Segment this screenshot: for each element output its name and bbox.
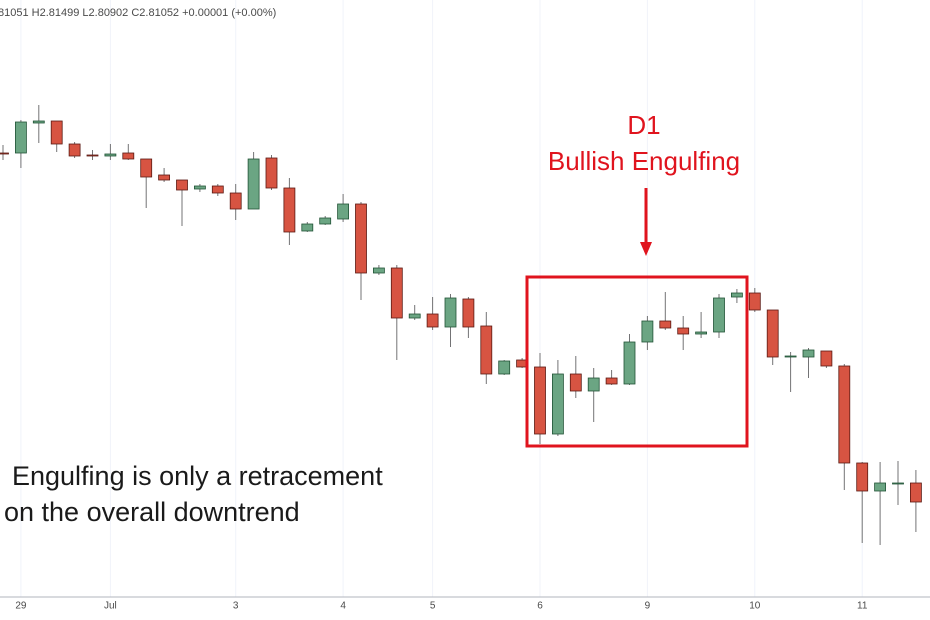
candle-body bbox=[695, 331, 707, 335]
candle-body bbox=[784, 355, 797, 358]
x-tick-label: 9 bbox=[645, 601, 651, 612]
note-line: Engulfing is only a retracement bbox=[12, 461, 383, 491]
candle-body bbox=[355, 203, 367, 274]
candle-body bbox=[820, 350, 833, 367]
candle-body bbox=[838, 365, 851, 464]
x-tick-label: 5 bbox=[430, 601, 436, 612]
highlight-box bbox=[525, 275, 749, 448]
candle-body bbox=[104, 153, 117, 157]
candle-body bbox=[856, 462, 869, 492]
x-tick-label: 3 bbox=[233, 601, 239, 612]
candle-body bbox=[480, 325, 493, 375]
header: 81051 H2.81499 L2.80902 C2.81052 +0.0000… bbox=[0, 7, 276, 19]
grid bbox=[20, 0, 863, 597]
candle-body bbox=[229, 192, 242, 210]
candle-body bbox=[247, 158, 260, 210]
candle-body bbox=[32, 120, 45, 124]
annotation-subtitle: Bullish Engulfing bbox=[548, 146, 740, 176]
candle-body bbox=[337, 203, 350, 220]
candle-body bbox=[552, 373, 564, 435]
candle-body bbox=[910, 482, 922, 503]
candle-body bbox=[605, 377, 618, 385]
candle-body bbox=[86, 154, 99, 157]
candle-body bbox=[301, 223, 314, 232]
candle-body bbox=[211, 185, 224, 194]
candle-body bbox=[372, 267, 385, 274]
candle-body bbox=[677, 327, 690, 335]
candle-body bbox=[426, 313, 439, 328]
candle-body bbox=[283, 187, 296, 233]
x-axis-labels: 29 Jul 3 4 5 6 9 10 11 bbox=[15, 601, 867, 612]
candle-body bbox=[623, 341, 636, 385]
x-tick-label: 11 bbox=[857, 601, 868, 612]
candle-body bbox=[176, 179, 188, 191]
candle-body bbox=[319, 217, 332, 225]
candle-body bbox=[659, 320, 672, 329]
candle-body bbox=[0, 152, 9, 155]
candle-body bbox=[390, 267, 403, 319]
candle-body bbox=[569, 373, 582, 392]
candle-body bbox=[713, 297, 725, 333]
arrow-head bbox=[640, 242, 652, 256]
candle-body bbox=[766, 309, 779, 358]
candle-body bbox=[587, 377, 600, 392]
candles bbox=[0, 105, 922, 545]
candle-body bbox=[892, 482, 904, 485]
candle-body bbox=[265, 157, 278, 189]
candle-body bbox=[68, 143, 81, 157]
candle-body bbox=[731, 292, 743, 298]
candle-body bbox=[140, 158, 153, 178]
candle-body bbox=[874, 482, 886, 492]
candle-body bbox=[802, 349, 815, 358]
x-tick-label: 29 bbox=[15, 601, 27, 612]
candle-body bbox=[748, 292, 761, 311]
candle-body bbox=[462, 298, 475, 328]
candle-body bbox=[641, 320, 654, 343]
candle-body bbox=[444, 297, 457, 328]
candle-body bbox=[534, 366, 546, 435]
annotation-title: D1 bbox=[627, 110, 660, 140]
x-tick-label: 6 bbox=[537, 601, 543, 612]
x-tick-label: 10 bbox=[749, 601, 761, 612]
x-tick-label: 4 bbox=[340, 601, 346, 612]
note-line: on the overall downtrend bbox=[4, 497, 300, 527]
candle-body bbox=[498, 360, 511, 375]
candle-body bbox=[193, 185, 206, 190]
candle-body bbox=[14, 121, 27, 154]
candle-body bbox=[158, 174, 171, 181]
x-tick-label: Jul bbox=[104, 601, 117, 612]
candle-body bbox=[50, 120, 63, 145]
candle-body bbox=[408, 313, 421, 319]
candle-body bbox=[122, 152, 135, 160]
